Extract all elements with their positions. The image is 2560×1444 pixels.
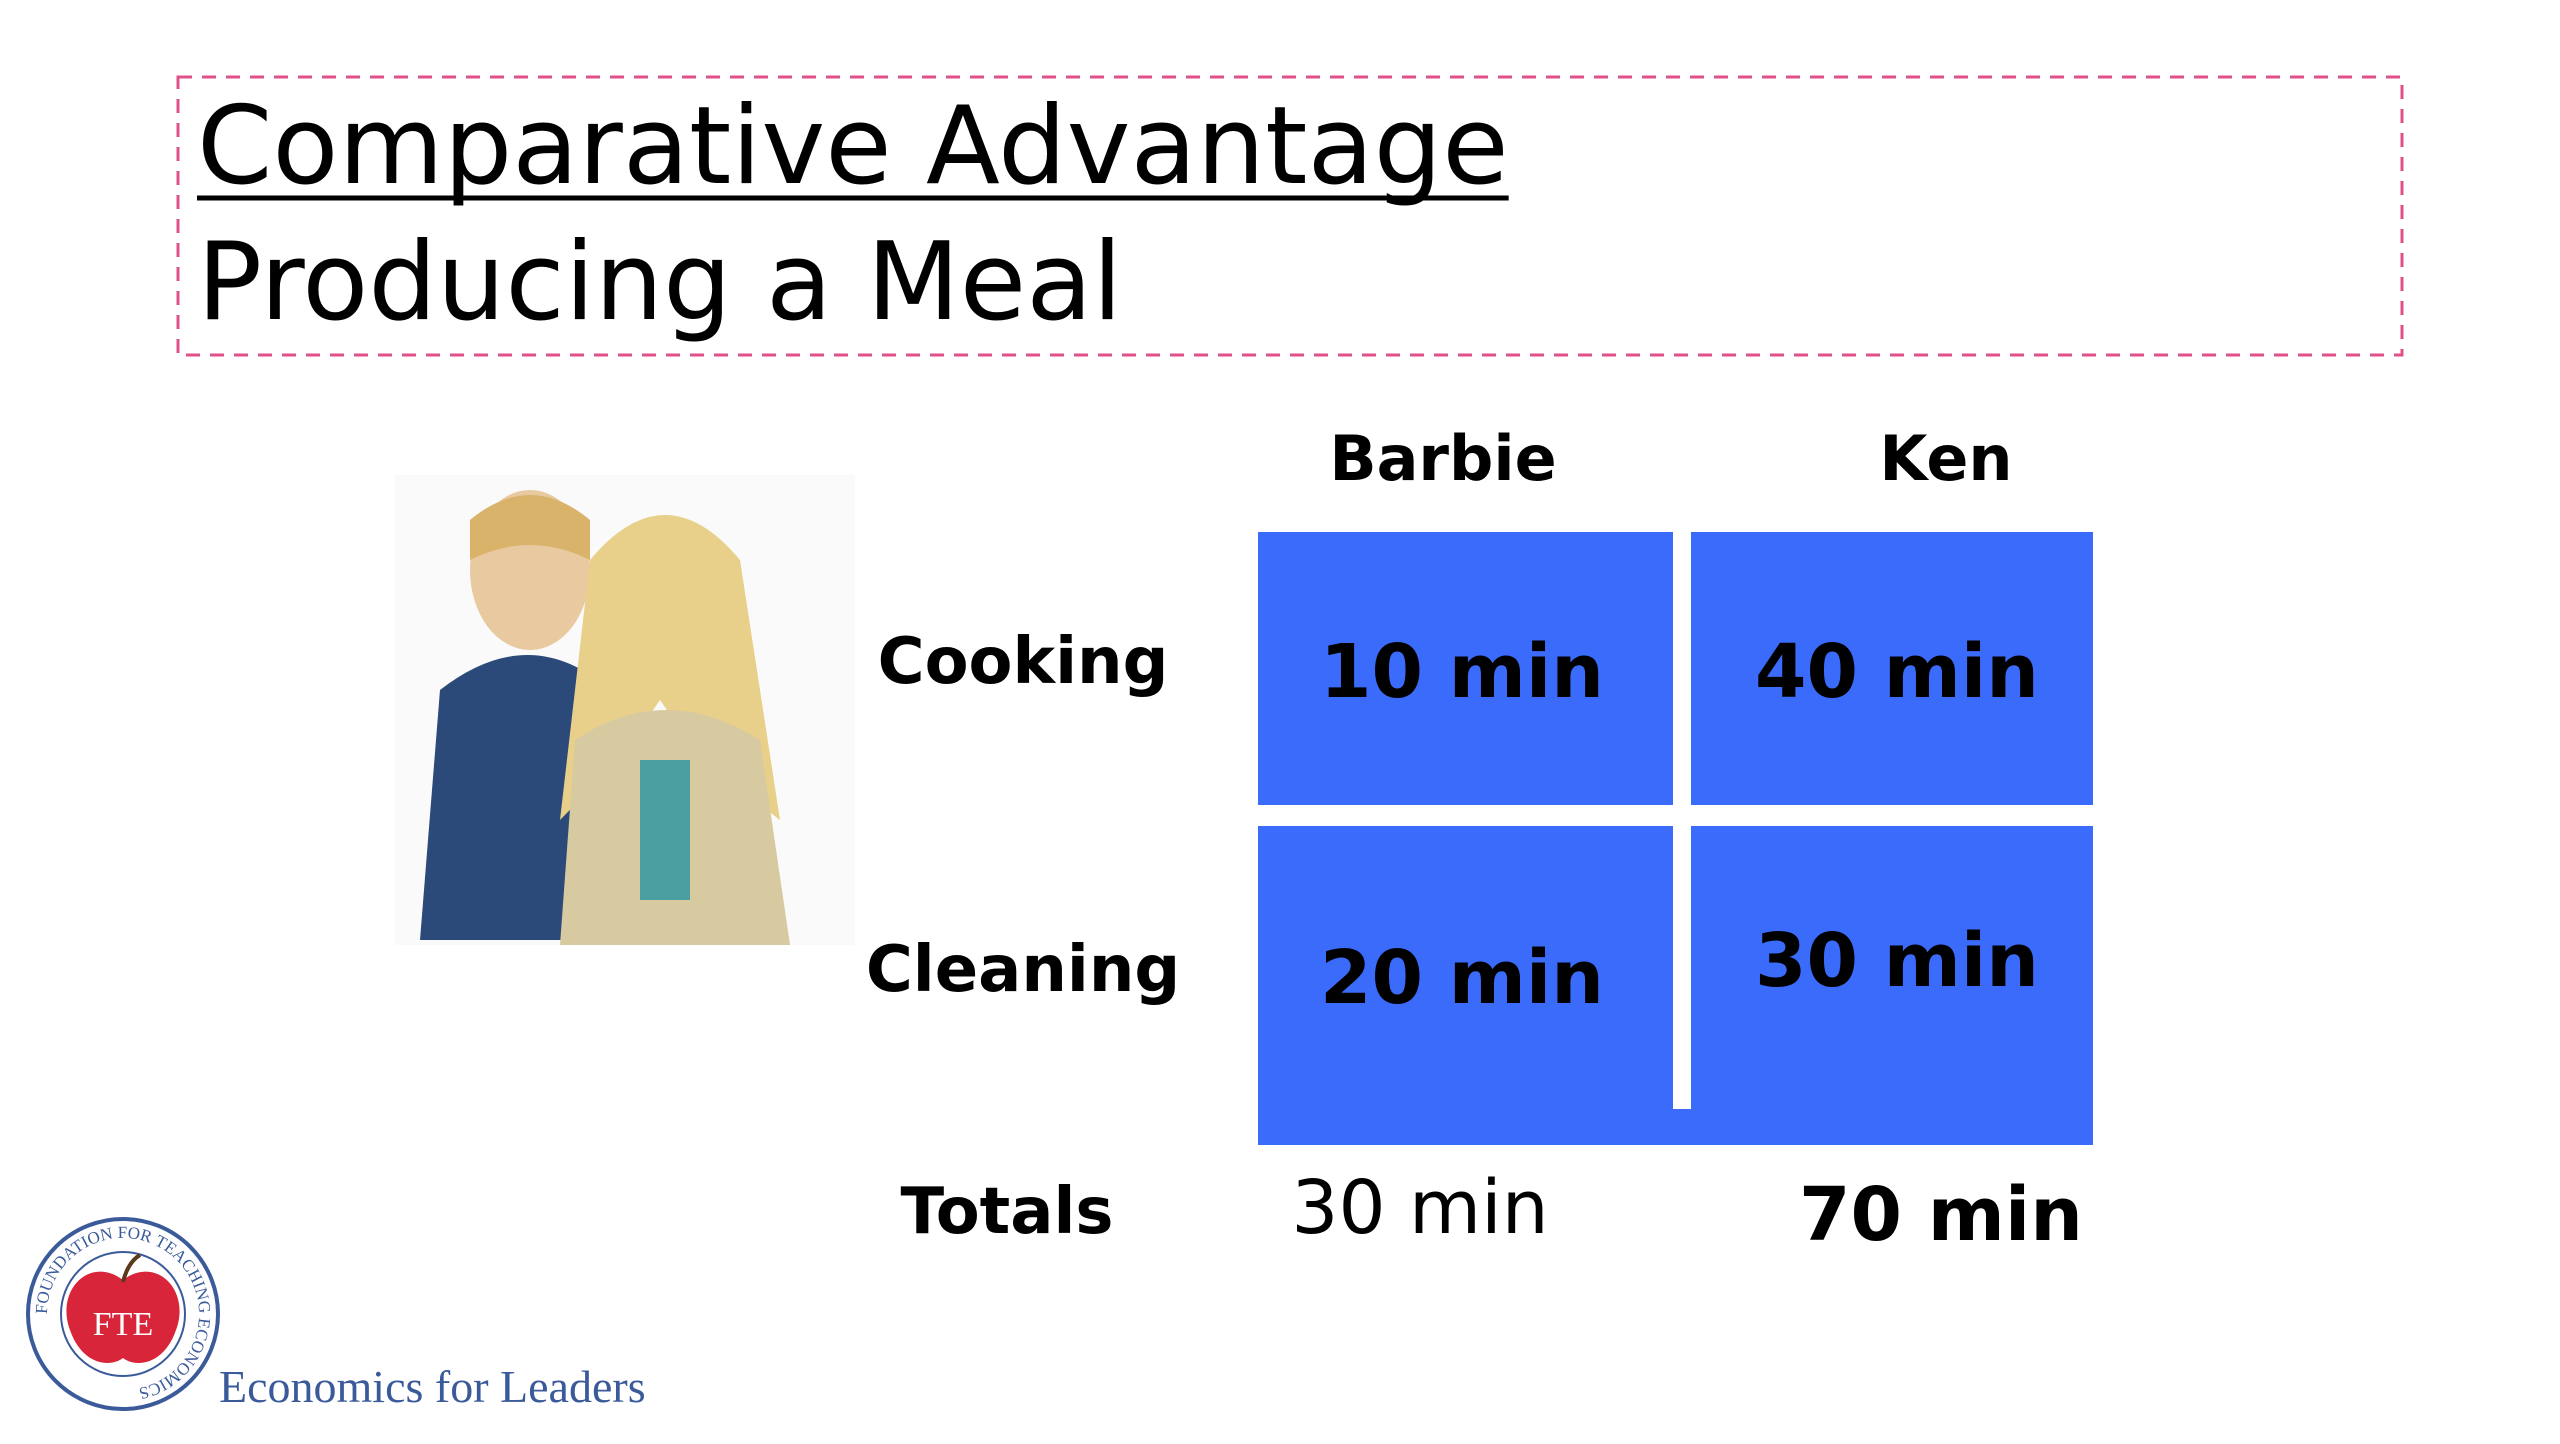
total-value: 30 min: [1291, 1165, 1548, 1251]
dolls-image: [395, 475, 855, 945]
tagline: Economics for Leaders: [219, 1361, 646, 1412]
logo-mark: FTE: [93, 1306, 153, 1343]
totals-label: Totals: [901, 1175, 1114, 1249]
logo: FOUNDATION FOR TEACHING ECONOMICS FTE: [26, 1217, 220, 1411]
title-box: [176, 75, 2404, 357]
row-label: Cleaning: [866, 933, 1180, 1007]
cell: [1691, 532, 2093, 805]
cell-value: 30 min: [1755, 918, 2039, 1004]
cell-divider: [1673, 826, 1691, 1109]
total-value: 70 min: [1799, 1172, 2083, 1258]
subtitle: Producing a Meal: [197, 220, 1122, 345]
title: Comparative Advantage: [197, 84, 1509, 209]
row-label: Cooking: [878, 625, 1169, 699]
cell-value: 10 min: [1320, 629, 1604, 715]
column-header: Ken: [1879, 422, 2012, 495]
cell-value: 40 min: [1755, 629, 2039, 715]
column-header: Barbie: [1329, 422, 1556, 495]
cell-value: 20 min: [1320, 935, 1604, 1021]
cell: [1258, 532, 1673, 805]
